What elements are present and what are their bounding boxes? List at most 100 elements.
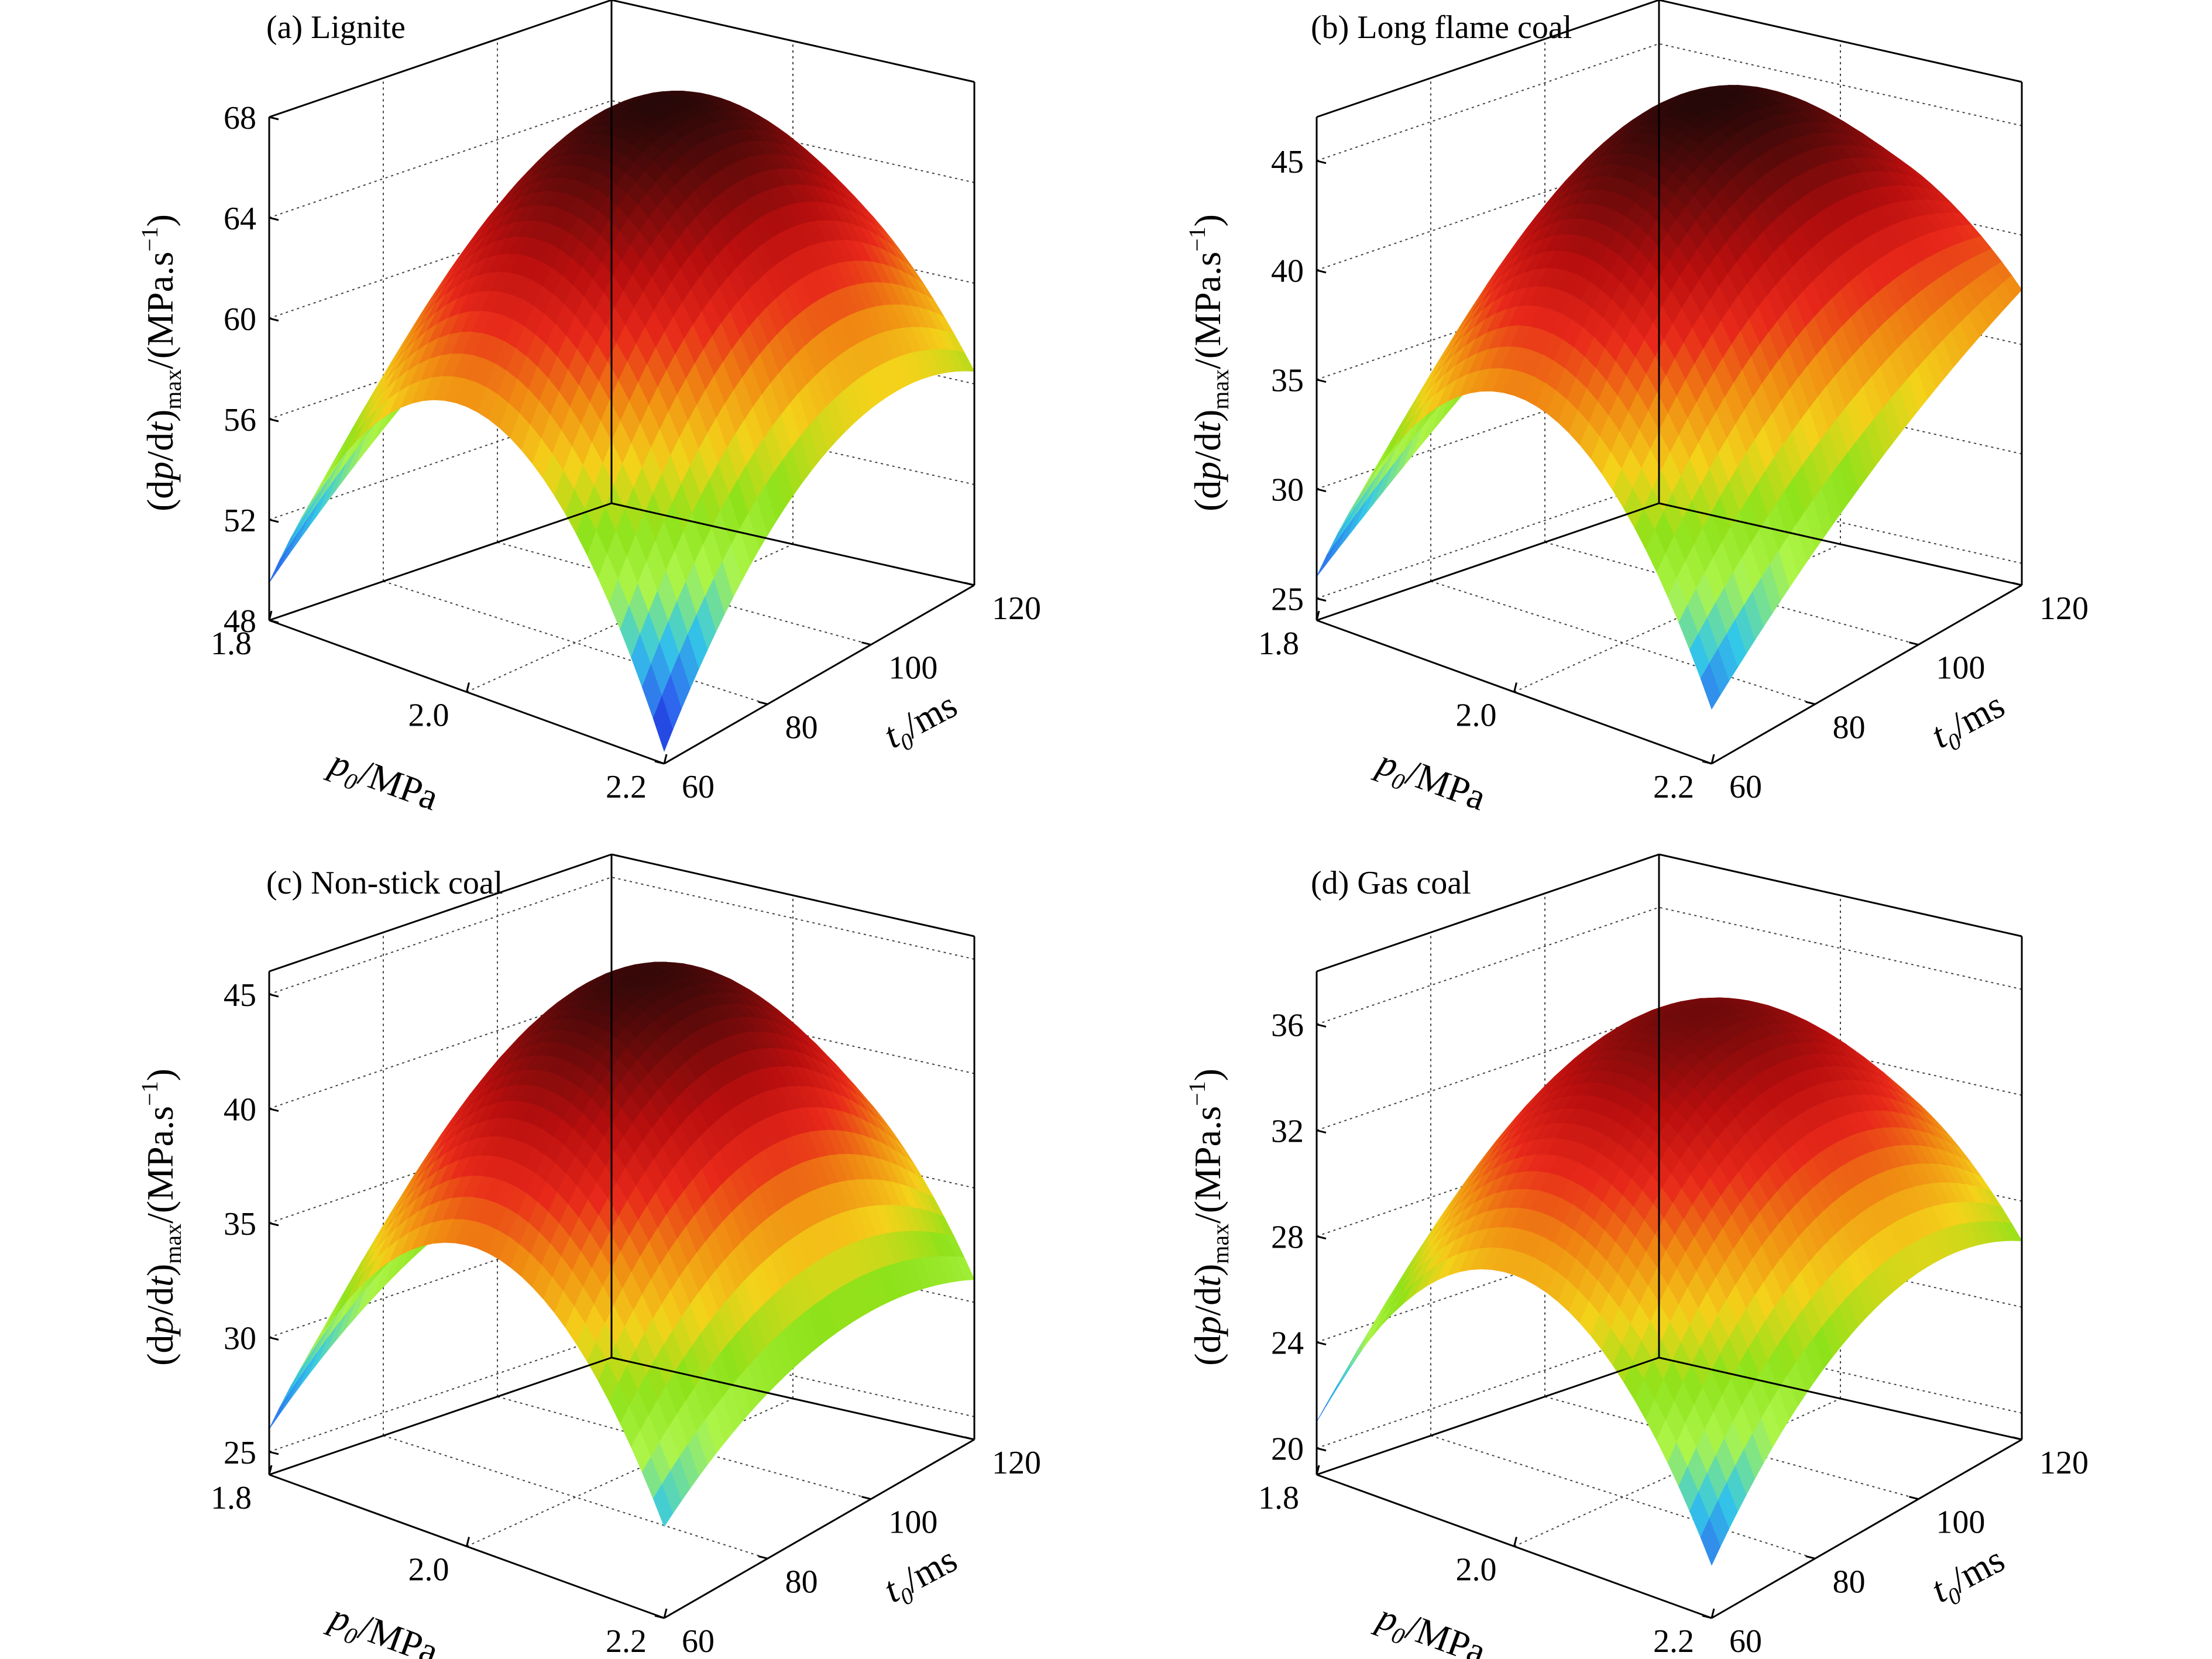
surface-patch (1316, 540, 1338, 577)
z-tick-mark (269, 619, 279, 624)
surface-patch (269, 544, 290, 583)
surface-patch (1325, 526, 1347, 565)
axis-edge (269, 0, 612, 118)
surface-plot (1316, 997, 2022, 1566)
p0-tick-label: 1.8 (211, 626, 252, 662)
p0-tick-label: 2.0 (408, 698, 449, 734)
z-tick-mark (269, 116, 279, 121)
t0-tick-label: 80 (785, 1564, 818, 1600)
p0-tick-label: 2.2 (606, 769, 647, 805)
axis-edge (269, 502, 612, 621)
t0-tick-mark (1805, 700, 1816, 705)
z-tick-label: 45 (1271, 144, 1304, 180)
surface-patch (269, 1392, 290, 1430)
axes-box (268, 0, 976, 765)
z-tick-label: 35 (224, 1206, 256, 1242)
z-tick-mark (269, 1108, 279, 1112)
t0-tick-label: 100 (888, 650, 937, 686)
t0-axis-label: t0/ms (877, 684, 966, 761)
t0-tick-mark (2012, 582, 2022, 586)
t0-tick-mark (861, 1496, 871, 1500)
panel-title: (c) Non-stick coal (266, 865, 503, 901)
t0-tick-label: 100 (1936, 650, 1985, 686)
z-tick-mark (1316, 160, 1327, 164)
z-tick-label: 35 (1271, 363, 1304, 399)
p0-axis-label: p0/MPa (1368, 740, 1491, 823)
z-tick-label: 68 (224, 100, 256, 136)
t0-tick-mark (1702, 760, 1712, 765)
z-tick-mark (1316, 488, 1327, 493)
t0-tick-mark (758, 700, 768, 705)
grid-line (1316, 480, 2022, 599)
p0-tick-mark (1513, 682, 1517, 692)
z-axis-label: (dp/dt)max/(MPa.s−1) (1184, 214, 1234, 511)
z-tick-label: 30 (224, 1320, 256, 1356)
z-tick-label: 40 (1271, 253, 1304, 290)
t0-tick-label: 100 (888, 1505, 937, 1541)
z-tick-label: 60 (224, 301, 256, 338)
z-tick-mark (269, 1451, 279, 1455)
t0-tick-mark (654, 1615, 665, 1619)
z-tick-mark (269, 993, 279, 998)
panel-title: (a) Lignite (266, 9, 406, 46)
axis-edge (664, 584, 975, 765)
t0-tick-mark (1908, 641, 1919, 646)
t0-tick-label: 80 (1833, 709, 1866, 746)
t0-tick-label: 120 (2039, 590, 2089, 627)
p0-tick-label: 2.2 (1653, 769, 1694, 805)
z-tick-label: 52 (224, 503, 256, 539)
t0-tick-mark (654, 760, 665, 765)
surface-patch (278, 530, 300, 569)
axis-edge (611, 502, 975, 586)
p0-tick-mark (466, 1537, 470, 1547)
t0-tick-label: 60 (682, 769, 715, 805)
z-tick-mark (1316, 597, 1327, 602)
grid-line (269, 99, 975, 218)
t0-tick-mark (964, 582, 975, 586)
t0-tick-label: 60 (1729, 769, 1762, 805)
z-tick-mark (269, 518, 279, 523)
z-tick-mark (269, 1336, 279, 1341)
grid-line (1316, 43, 2022, 162)
p0-tick-mark (663, 754, 668, 764)
p0-axis-label: p0/MPa (321, 1595, 444, 1659)
p0-tick-label: 2.2 (606, 1623, 647, 1659)
surface-plot (269, 90, 975, 752)
z-tick-mark (269, 418, 279, 423)
axis-edge (269, 1356, 612, 1476)
z-tick-label: 45 (224, 977, 256, 1014)
grid-line (269, 401, 975, 520)
p0-tick-label: 2.0 (408, 1552, 449, 1588)
z-tick-label: 30 (1271, 472, 1304, 509)
p0-tick-label: 2.0 (1456, 698, 1497, 734)
z-tick-label: 48 (224, 603, 256, 640)
p0-tick-label: 1.8 (211, 1480, 252, 1516)
z-axis-label: (dp/dt)max/(MPa.s−1) (136, 214, 186, 511)
surface-patch (288, 516, 309, 556)
p0-tick-mark (466, 682, 470, 692)
t0-tick-label: 60 (682, 1623, 715, 1659)
t0-axis-label: t0/ms (1924, 684, 2014, 761)
t0-tick-label: 120 (992, 590, 1041, 627)
surface-plot (1316, 85, 2022, 710)
panel-title: (d) Gas coal (1311, 865, 1471, 901)
z-axis-label: (dp/dt)max/(MPa.s−1) (136, 1069, 186, 1366)
t0-tick-label: 80 (785, 709, 818, 746)
p0-tick-label: 1.8 (1258, 626, 1299, 662)
axis-edge (611, 0, 975, 83)
p0-tick-mark (268, 610, 273, 621)
panel-title: (b) Long flame coal (1311, 9, 1572, 46)
t0-tick-mark (964, 1436, 975, 1441)
z-tick-label: 25 (224, 1435, 256, 1471)
z-tick-mark (1316, 269, 1327, 274)
panel-non-stick-coal: (c) Non-stick coal 25 30 35 40 45 1.8 2.0 2.2 60… (136, 853, 1041, 1659)
z-tick-label: 40 (224, 1092, 256, 1128)
z-tick-mark (269, 217, 279, 221)
z-tick-mark (269, 317, 279, 322)
p0-axis-label: p0/MPa (321, 740, 444, 823)
